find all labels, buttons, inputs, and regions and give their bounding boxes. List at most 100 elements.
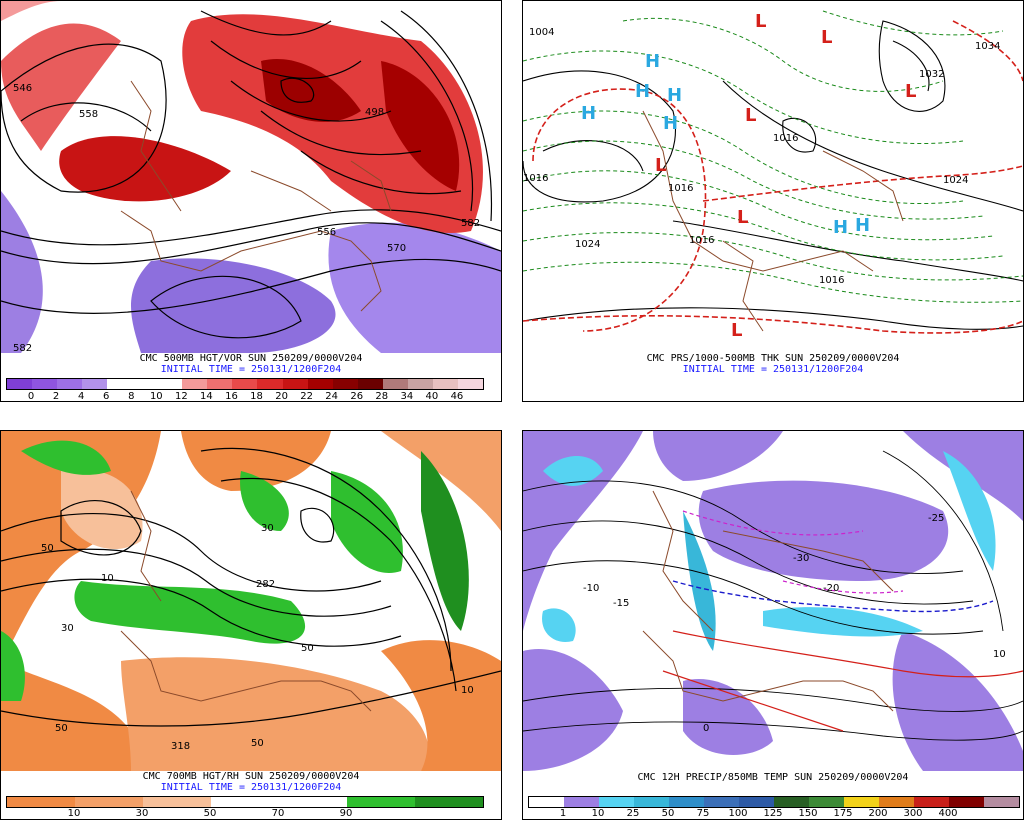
panel-title: CMC 700MB HGT/RH SUN 250209/0000V204 bbox=[142, 771, 360, 782]
isobar-label: 1016 bbox=[689, 235, 714, 246]
humidity-colorbar-labels: 10 30 50 70 90 bbox=[6, 808, 482, 819]
low-pressure-marker: L bbox=[821, 27, 832, 48]
rh-label: 50 bbox=[41, 543, 54, 554]
colorbar-swatch bbox=[599, 797, 634, 807]
colorbar-swatch bbox=[207, 379, 233, 389]
colorbar-swatch bbox=[332, 379, 358, 389]
colorbar-swatch bbox=[347, 797, 415, 807]
height-label: 282 bbox=[256, 579, 275, 590]
low-pressure-marker: L bbox=[745, 105, 756, 126]
colorbar-swatch bbox=[282, 379, 308, 389]
rh-label: 30 bbox=[261, 523, 274, 534]
colorbar-swatch bbox=[132, 379, 158, 389]
temperature-label: -15 bbox=[613, 598, 629, 609]
temperature-label: -30 bbox=[793, 553, 809, 564]
low-pressure-marker: L bbox=[655, 155, 666, 176]
panel-pressure-thickness: H H H H H H H L L L L L L L 1004 1016 10… bbox=[522, 0, 1024, 402]
low-pressure-marker: L bbox=[905, 81, 916, 102]
colorbar-swatch bbox=[634, 797, 669, 807]
colorbar-tick-label: 2 bbox=[52, 391, 60, 402]
colorbar-tick-label: 0 bbox=[27, 391, 35, 402]
panel-title: CMC 12H PRECIP/850MB TEMP SUN 250209/000… bbox=[637, 772, 909, 783]
colorbar-swatch bbox=[415, 797, 483, 807]
isobar-label: 1004 bbox=[529, 27, 554, 38]
colorbar-swatch bbox=[307, 379, 333, 389]
isobar-label: 1034 bbox=[975, 41, 1000, 52]
colorbar-tick-label: 26 bbox=[350, 391, 364, 402]
contour-label: 570 bbox=[387, 243, 406, 254]
high-pressure-marker: H bbox=[855, 215, 870, 236]
colorbar-tick-label: 150 bbox=[798, 808, 818, 819]
colorbar-swatch bbox=[75, 797, 143, 807]
colorbar-swatch bbox=[7, 797, 75, 807]
colorbar-tick-label: 400 bbox=[938, 808, 958, 819]
colorbar-tick-label: 40 bbox=[425, 391, 439, 402]
colorbar-swatch bbox=[984, 797, 1019, 807]
contour-label: 498 bbox=[365, 107, 384, 118]
colorbar-tick-label: 10 bbox=[149, 391, 163, 402]
colorbar-tick-label: 30 bbox=[135, 808, 149, 819]
colorbar-tick-label: 100 bbox=[728, 808, 748, 819]
colorbar-tick-label: 1 bbox=[559, 808, 567, 819]
colorbar-swatch bbox=[432, 379, 458, 389]
temperature-label: -20 bbox=[823, 583, 839, 594]
colorbar-tick-label: 18 bbox=[250, 391, 263, 402]
colorbar-tick-label: 175 bbox=[833, 808, 853, 819]
colorbar-tick-label: 200 bbox=[868, 808, 888, 819]
colorbar-tick-label: 90 bbox=[339, 808, 353, 819]
precip-temp-map: -30 -20 -10 0 10 -15 -25 bbox=[523, 431, 1023, 771]
colorbar-swatch bbox=[279, 797, 347, 807]
colorbar-swatch bbox=[382, 379, 408, 389]
humidity-map: 50 30 10 50 30 50 318 282 50 10 bbox=[1, 431, 501, 771]
colorbar-tick-label: 12 bbox=[174, 391, 188, 402]
colorbar-swatch bbox=[879, 797, 914, 807]
isobar-label: 1032 bbox=[919, 69, 944, 80]
colorbar-swatch bbox=[182, 379, 208, 389]
colorbar-swatch bbox=[157, 379, 183, 389]
isobar-label: 1024 bbox=[943, 175, 968, 186]
colorbar-tick-label: 34 bbox=[400, 391, 414, 402]
colorbar-tick-label: 125 bbox=[763, 808, 783, 819]
high-pressure-marker: H bbox=[663, 113, 678, 134]
colorbar-swatch bbox=[949, 797, 984, 807]
temperature-label: 10 bbox=[993, 649, 1006, 660]
colorbar-swatch bbox=[107, 379, 133, 389]
colorbar-swatch bbox=[82, 379, 108, 389]
temperature-label: -25 bbox=[928, 513, 944, 524]
high-pressure-marker: H bbox=[635, 81, 650, 102]
panel-500mb-hgt-vor: 546 558 498 570 582 582 556 CMC 500MB HG… bbox=[0, 0, 502, 402]
high-pressure-marker: H bbox=[833, 217, 848, 238]
colorbar-tick-label: 28 bbox=[375, 391, 389, 402]
colorbar-swatch bbox=[564, 797, 599, 807]
contour-label: 582 bbox=[13, 343, 32, 353]
colorbar-swatch bbox=[407, 379, 433, 389]
vorticity-map: 546 558 498 570 582 582 556 bbox=[1, 1, 501, 353]
panel-title: CMC 500MB HGT/VOR SUN 250209/0000V204 bbox=[139, 353, 363, 364]
high-pressure-marker: H bbox=[581, 103, 596, 124]
high-pressure-marker: H bbox=[645, 51, 660, 72]
colorbar-swatch bbox=[211, 797, 279, 807]
panel-title: CMC PRS/1000-500MB THK SUN 250209/0000V2… bbox=[646, 353, 900, 364]
colorbar-tick-label: 24 bbox=[325, 391, 339, 402]
panel-precip-850mb-temp: -30 -20 -10 0 10 -15 -25 CMC 12H PRECIP/… bbox=[522, 430, 1024, 820]
colorbar-swatch bbox=[7, 379, 33, 389]
vorticity-colorbar-labels: 0 2 4 6 8 10 12 14 16 18 20 22 24 26 28 34 40 46 bbox=[6, 391, 482, 402]
precip-colorbar bbox=[528, 796, 1020, 808]
colorbar-swatch bbox=[32, 379, 58, 389]
colorbar-swatch bbox=[809, 797, 844, 807]
colorbar-tick-label: 14 bbox=[200, 391, 213, 402]
colorbar-tick-label: 20 bbox=[275, 391, 288, 402]
high-pressure-marker: H bbox=[667, 85, 682, 106]
colorbar-swatch bbox=[739, 797, 774, 807]
low-pressure-marker: L bbox=[731, 320, 742, 341]
colorbar-swatch bbox=[844, 797, 879, 807]
colorbar-swatch bbox=[529, 797, 564, 807]
rh-label: 10 bbox=[461, 685, 474, 696]
colorbar-tick-label: 4 bbox=[77, 391, 85, 402]
height-label: 318 bbox=[171, 741, 190, 752]
isobar-label: 1024 bbox=[575, 239, 600, 250]
vorticity-colorbar bbox=[6, 378, 484, 390]
temperature-label: -10 bbox=[583, 583, 599, 594]
colorbar-tick-label: 8 bbox=[128, 391, 135, 402]
panel-init-time: INITIAL TIME = 250131/1200F204 bbox=[160, 364, 342, 375]
